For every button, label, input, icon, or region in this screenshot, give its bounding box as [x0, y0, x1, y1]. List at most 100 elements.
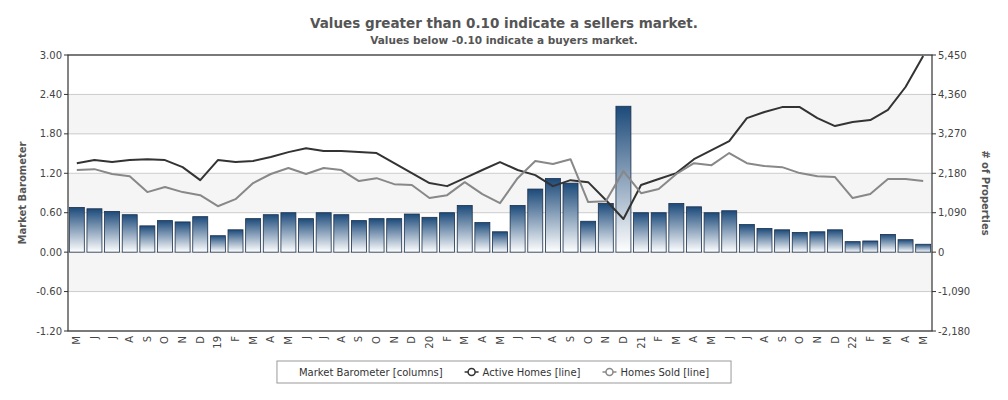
- legend-marker: [606, 369, 613, 376]
- y2-tick: [932, 331, 936, 332]
- y-tick: [64, 212, 68, 213]
- line: [77, 153, 923, 206]
- bar: [510, 205, 525, 252]
- x-tick-label: A: [336, 336, 347, 343]
- x-tick-label: D: [830, 336, 841, 344]
- x-tick-label: S: [565, 336, 576, 342]
- bar: [334, 215, 349, 252]
- bar: [281, 213, 296, 252]
- bar: [845, 242, 860, 253]
- x-tick-label: J: [107, 336, 118, 340]
- x-tick-label: N: [600, 336, 611, 343]
- x-tick-label: D: [406, 336, 417, 344]
- x-tick-label: J: [512, 336, 523, 340]
- bar: [440, 213, 455, 252]
- bar: [475, 223, 490, 253]
- bar: [122, 215, 137, 252]
- x-tick-label: O: [159, 336, 170, 344]
- bar: [704, 213, 719, 252]
- y-tick: [64, 252, 68, 253]
- y2-tick-label: 0: [938, 247, 944, 258]
- y-tick-label: 0.60: [40, 207, 62, 218]
- x-tick-label: M: [248, 336, 259, 345]
- x-tick-label: 22: [847, 336, 858, 349]
- bar: [792, 232, 807, 252]
- bar: [157, 221, 172, 253]
- bar: [228, 230, 243, 252]
- x-tick-label: M: [71, 336, 82, 345]
- x-tick-label: S: [777, 336, 788, 342]
- bar: [528, 189, 543, 252]
- y2-tick: [932, 291, 936, 292]
- x-tick-label: D: [618, 336, 629, 344]
- x-tick-label: N: [177, 336, 188, 343]
- y2-tick-label: 3,270: [938, 128, 967, 139]
- bar: [246, 219, 261, 253]
- grid-band: [68, 252, 932, 291]
- x-tick-label: M: [882, 336, 893, 345]
- grid-line: [68, 291, 932, 292]
- y2-tick-label: 4,360: [938, 89, 967, 100]
- y2-tick: [932, 173, 936, 174]
- x-tick-label: 20: [424, 336, 435, 349]
- x-tick-label: J: [530, 336, 541, 340]
- bar: [828, 230, 843, 252]
- legend-label: Market Barometer [columns]: [299, 367, 443, 378]
- y2-tick-label: 2,180: [938, 168, 967, 179]
- bar: [880, 234, 895, 252]
- bar: [651, 213, 666, 252]
- x-tick-label: M: [495, 336, 506, 345]
- y-axis-title: Market Barometer: [17, 141, 28, 244]
- bar: [775, 230, 790, 252]
- y-tick: [64, 173, 68, 174]
- y-tick-label: 0.00: [40, 247, 62, 258]
- x-tick-label: M: [706, 336, 717, 345]
- bar: [457, 205, 472, 252]
- x-tick-label: J: [318, 336, 329, 340]
- y-tick: [64, 291, 68, 292]
- grid-line: [68, 212, 932, 213]
- legend-item: Active Homes [line]: [465, 367, 581, 378]
- y2-axis-title: # of Properties: [980, 150, 991, 236]
- y-tick: [64, 94, 68, 95]
- x-tick-label: M: [918, 336, 929, 345]
- bar: [686, 207, 701, 252]
- grid-band: [68, 94, 932, 133]
- x-tick-label: M: [459, 336, 470, 345]
- bar: [105, 211, 120, 252]
- x-tick-label: J: [301, 336, 312, 340]
- y2-tick-label: -2,180: [938, 326, 970, 337]
- bar: [193, 217, 208, 252]
- y-tick-label: 1.80: [40, 128, 62, 139]
- bar: [863, 241, 878, 252]
- chart-svg: Values greater than 0.10 indicate a sell…: [0, 0, 1008, 400]
- bar: [299, 219, 314, 253]
- bar: [757, 228, 772, 252]
- x-tick-label: 21: [636, 336, 647, 349]
- x-tick-label: A: [900, 336, 911, 343]
- y2-tick: [932, 133, 936, 134]
- y-tick-label: -0.60: [36, 286, 62, 297]
- legend-label: Homes Sold [line]: [620, 367, 709, 378]
- x-tick-label: S: [142, 336, 153, 342]
- y2-tick-label: -1,090: [938, 286, 970, 297]
- bar: [898, 240, 913, 252]
- y2-tick: [932, 252, 936, 253]
- x-tick-label: M: [671, 336, 682, 345]
- x-tick-label: A: [124, 336, 135, 343]
- bar: [545, 179, 560, 253]
- y-tick-label: 2.40: [40, 89, 62, 100]
- bar: [69, 207, 84, 252]
- grid-line: [68, 133, 932, 134]
- bar: [87, 209, 102, 252]
- bar: [210, 236, 225, 252]
- bar: [493, 232, 508, 252]
- y-tick: [64, 133, 68, 134]
- bar: [404, 214, 419, 252]
- x-tick-label: N: [812, 336, 823, 343]
- bar: [722, 211, 737, 252]
- legend-box: [277, 361, 731, 383]
- grid-line: [68, 94, 932, 95]
- x-tick-label: F: [230, 336, 241, 342]
- bar: [669, 204, 684, 253]
